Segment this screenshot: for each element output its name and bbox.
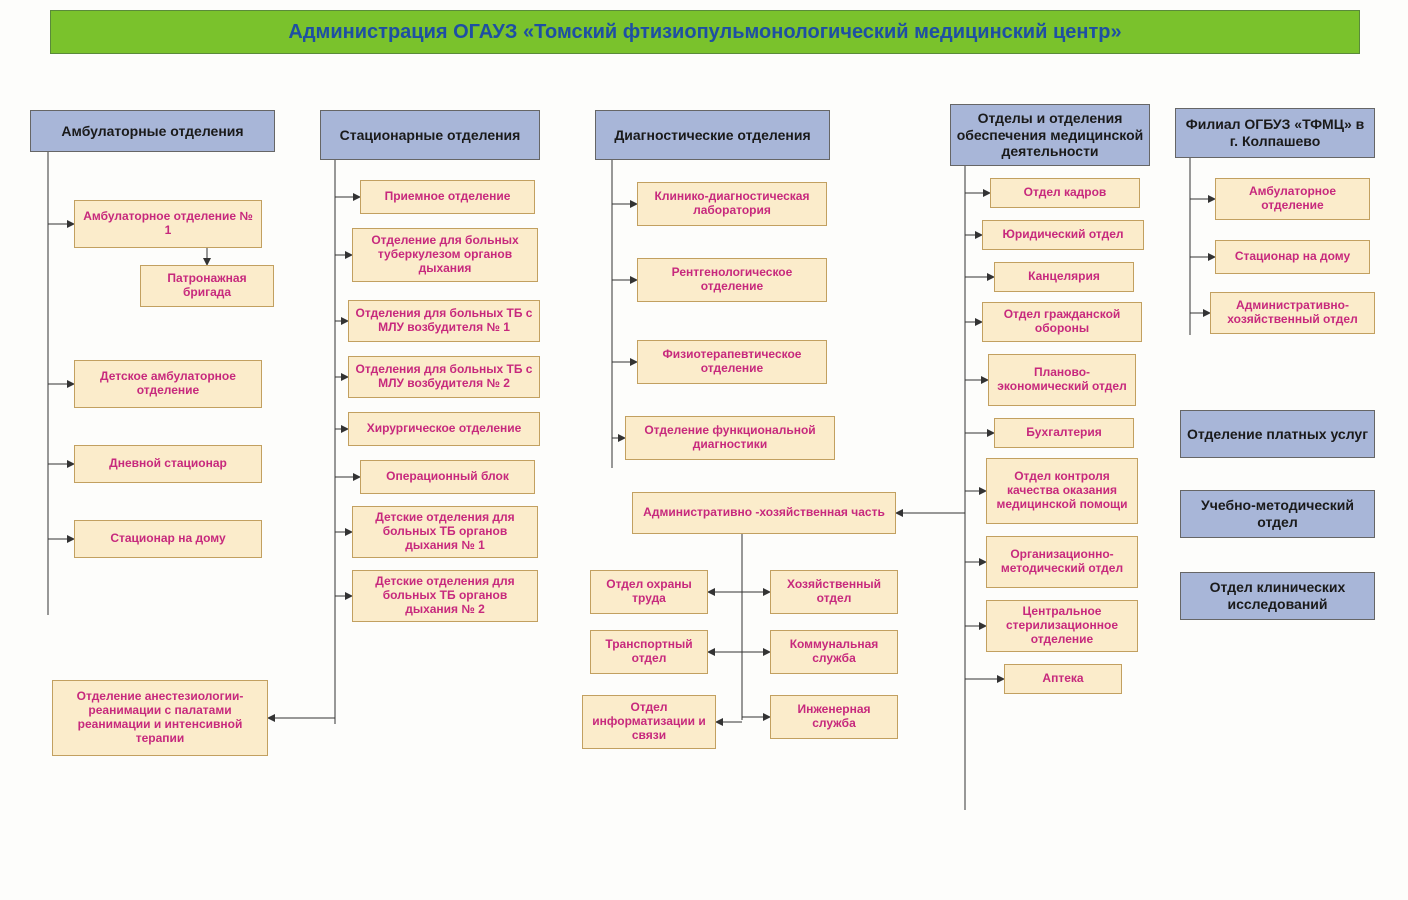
c3i4: Отделение функциональной диагностики (625, 416, 835, 460)
c5i3: Административно-хозяйственный отдел (1210, 292, 1375, 334)
col4-header: Отделы и отделения обеспечения медицинск… (950, 104, 1150, 166)
c2i8: Детские отделения для больных ТБ органов… (352, 570, 538, 622)
sh2: Учебно-методический отдел (1180, 490, 1375, 538)
c4i7: Отдел контроля качества оказания медицин… (986, 458, 1138, 524)
c2i4: Отделения для больных ТБ с МЛУ возбудите… (348, 356, 540, 398)
c4i5: Планово-экономический отдел (988, 354, 1136, 406)
col3-header: Диагностические отделения (595, 110, 830, 160)
title-banner: Администрация ОГАУЗ «Томский фтизиопульм… (50, 10, 1360, 54)
c4i2: Юридический отдел (982, 220, 1144, 250)
ls2: Транспортный отдел (590, 630, 708, 674)
rs1: Хозяйственный отдел (770, 570, 898, 614)
col5-header: Филиал ОГБУЗ «ТФМЦ» в г. Колпашево (1175, 108, 1375, 158)
c2i5: Хирургическое отделение (348, 412, 540, 446)
c1i2: Патронажная бригада (140, 265, 274, 307)
c2i3: Отделения для больных ТБ с МЛУ возбудите… (348, 300, 540, 342)
col1-header: Амбулаторные отделения (30, 110, 275, 152)
sh3: Отдел клинических исследований (1180, 572, 1375, 620)
adminpart: Административно -хозяйственная часть (632, 492, 896, 534)
org-chart-canvas: Администрация ОГАУЗ «Томский фтизиопульм… (0, 0, 1408, 900)
c5i1: Амбулаторное отделение (1215, 178, 1370, 220)
col2-header: Стационарные отделения (320, 110, 540, 160)
c3i2: Рентгенологическое отделение (637, 258, 827, 302)
rs3: Инженерная служба (770, 695, 898, 739)
ls1: Отдел охраны труда (590, 570, 708, 614)
rs2: Коммунальная служба (770, 630, 898, 674)
c5i2: Стационар на дому (1215, 240, 1370, 274)
c4i3: Канцелярия (994, 262, 1134, 292)
c4i8: Организационно-методический отдел (986, 536, 1138, 588)
ls3: Отдел информатизации и связи (582, 695, 716, 749)
c4i1: Отдел кадров (990, 178, 1140, 208)
c1i5: Стационар на дому (74, 520, 262, 558)
c4i9: Центральное стерилизационное отделение (986, 600, 1138, 652)
c3i1: Клинико-диагностическая лаборатория (637, 182, 827, 226)
c2i2: Отделение для больных туберкулезом орган… (352, 228, 538, 282)
sh1: Отделение платных услуг (1180, 410, 1375, 458)
c4i10: Аптека (1004, 664, 1122, 694)
c4i4: Отдел гражданской обороны (982, 302, 1142, 342)
c2i7: Детские отделения для больных ТБ органов… (352, 506, 538, 558)
c1i4: Дневной стационар (74, 445, 262, 483)
c2i1: Приемное отделение (360, 180, 535, 214)
c2i6: Операционный блок (360, 460, 535, 494)
c1i3: Детское амбулаторное отделение (74, 360, 262, 408)
c4i6: Бухгалтерия (994, 418, 1134, 448)
anesth: Отделение анестезиологии-реанимации с па… (52, 680, 268, 756)
c3i3: Физиотерапевтическое отделение (637, 340, 827, 384)
c1i1: Амбулаторное отделение № 1 (74, 200, 262, 248)
